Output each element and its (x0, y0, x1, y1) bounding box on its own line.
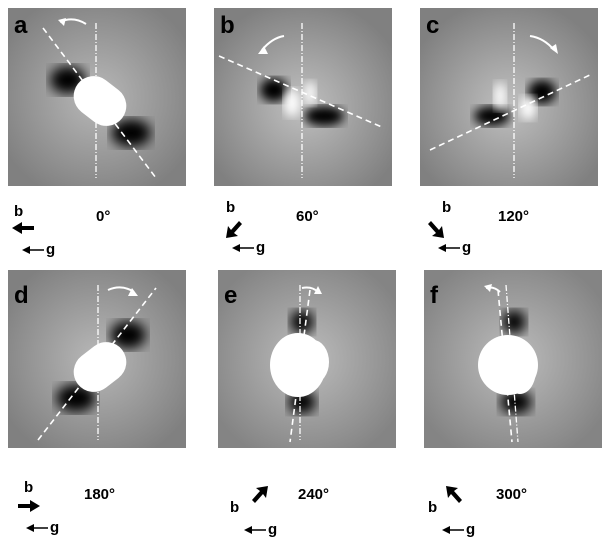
b-label: b (428, 499, 437, 516)
micrograph-c (420, 8, 598, 186)
panel-letter: c (426, 12, 440, 39)
panel-letter: d (14, 282, 29, 309)
angle-label: 180° (84, 486, 116, 503)
vector-legend-f: b g (424, 476, 484, 545)
b-label: b (230, 499, 239, 516)
vector-legend-b: b g (214, 196, 274, 265)
g-label: g (466, 521, 475, 538)
g-arrow-icon (26, 524, 34, 532)
angle-label: 120° (498, 208, 530, 225)
g-arrow-icon (244, 526, 252, 534)
micrograph-a (8, 8, 186, 186)
panel-e: e (218, 270, 396, 448)
b-label: b (226, 199, 235, 216)
angle-label: 300° (496, 486, 528, 503)
angle-label: 240° (298, 486, 330, 503)
panel-d: d (8, 270, 186, 448)
panel-letter: f (430, 282, 438, 309)
b-arrow-icon (252, 486, 268, 503)
micrograph-d (8, 270, 186, 448)
panel-a: a (8, 8, 186, 186)
b-arrow-icon (18, 500, 40, 512)
g-label: g (256, 239, 265, 256)
g-arrow-icon (442, 526, 450, 534)
g-label: g (268, 521, 277, 538)
angle-label: 0° (96, 208, 111, 225)
angle-label: 60° (296, 208, 319, 225)
micrograph-e (218, 270, 396, 448)
panel-letter: b (220, 12, 235, 39)
g-arrow-icon (232, 244, 240, 252)
vector-legend-d: b g (8, 476, 68, 545)
panel-letter: a (14, 12, 28, 39)
panel-c: c (420, 8, 598, 186)
b-label: b (24, 479, 33, 496)
g-arrow-icon (438, 244, 446, 252)
g-label: g (50, 519, 59, 536)
b-arrow-icon (226, 221, 242, 238)
b-arrow-icon (428, 221, 444, 238)
vector-legend-c: b g (420, 196, 480, 265)
b-arrow-icon (446, 486, 462, 503)
vector-legend-e: b g (226, 476, 286, 545)
micrograph-b (214, 8, 392, 186)
g-label: g (46, 241, 55, 258)
b-arrow-icon (12, 222, 34, 234)
g-label: g (462, 239, 471, 256)
g-arrow-icon (22, 246, 30, 254)
b-label: b (442, 199, 451, 216)
micrograph-f (424, 270, 602, 448)
vector-legend-a: b g (8, 200, 68, 265)
panel-letter: e (224, 282, 238, 309)
b-label: b (14, 203, 23, 220)
panel-f: f (424, 270, 602, 448)
panel-b: b (214, 8, 392, 186)
